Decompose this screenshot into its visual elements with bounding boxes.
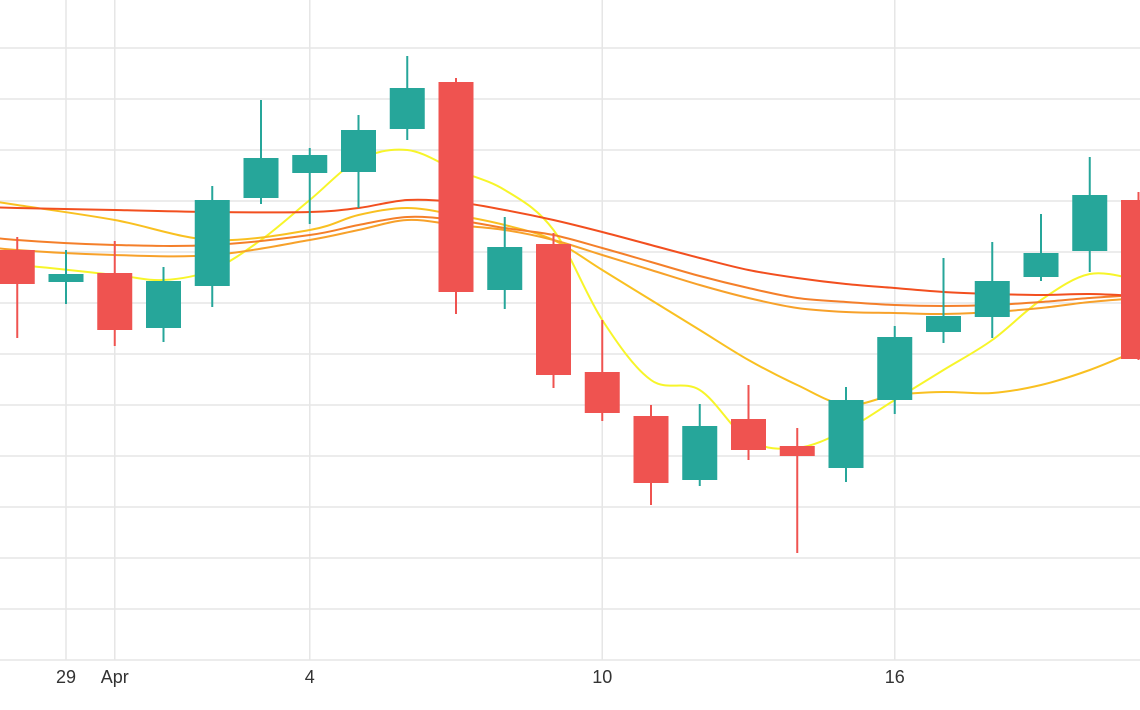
candles bbox=[0, 56, 1140, 553]
candle-up bbox=[341, 115, 376, 208]
candle-down bbox=[731, 385, 766, 460]
candle-body bbox=[633, 416, 669, 483]
candle-body bbox=[292, 155, 328, 173]
candle-up bbox=[292, 148, 328, 224]
candle-body bbox=[974, 281, 1010, 317]
candle-body bbox=[877, 337, 913, 400]
candle-body bbox=[1121, 200, 1140, 359]
candle-body bbox=[146, 281, 181, 328]
candle-body bbox=[389, 88, 425, 129]
candle-up bbox=[877, 326, 913, 414]
candle-up bbox=[926, 258, 961, 343]
candle-body bbox=[779, 446, 815, 456]
candle-body bbox=[1023, 253, 1059, 277]
candle-body bbox=[438, 82, 474, 292]
candle-body bbox=[1072, 195, 1108, 251]
candle-down bbox=[779, 428, 815, 553]
candle-body bbox=[828, 400, 864, 468]
x-tick-label: 29 bbox=[56, 667, 76, 687]
candle-up bbox=[487, 217, 523, 309]
candle-body bbox=[97, 273, 133, 330]
candle-up bbox=[48, 250, 84, 304]
candle-body bbox=[0, 250, 35, 284]
x-tick-label: 16 bbox=[885, 667, 905, 687]
candle-down bbox=[97, 241, 133, 346]
candle-body bbox=[926, 316, 961, 332]
candle-body bbox=[48, 274, 84, 282]
candle-body bbox=[536, 244, 571, 375]
x-tick-label: 10 bbox=[592, 667, 612, 687]
candle-up bbox=[974, 242, 1010, 338]
candle-body bbox=[584, 372, 620, 413]
candle-up bbox=[1072, 157, 1108, 272]
candle-body bbox=[243, 158, 279, 198]
candle-up bbox=[146, 267, 181, 342]
candle-body bbox=[341, 130, 376, 172]
candle-down bbox=[536, 233, 571, 388]
x-tick-label: Apr bbox=[101, 667, 129, 687]
candle-body bbox=[731, 419, 766, 450]
candle-down bbox=[633, 405, 669, 505]
candle-down bbox=[584, 320, 620, 421]
candle-up bbox=[243, 100, 279, 204]
candle-body bbox=[682, 426, 718, 480]
candle-up bbox=[1023, 214, 1059, 281]
candle-down bbox=[0, 237, 35, 338]
candle-up bbox=[389, 56, 425, 140]
candle-down bbox=[1121, 192, 1140, 360]
x-axis: 29Apr410162226 bbox=[56, 667, 905, 687]
candle-up bbox=[194, 186, 230, 307]
moving-average-line-1 bbox=[0, 148, 1139, 450]
candle-up bbox=[828, 387, 864, 482]
candle-body bbox=[487, 247, 523, 290]
candle-body bbox=[194, 200, 230, 286]
candle-down bbox=[438, 78, 474, 314]
candle-up bbox=[682, 404, 718, 486]
x-tick-label: 4 bbox=[305, 667, 315, 687]
